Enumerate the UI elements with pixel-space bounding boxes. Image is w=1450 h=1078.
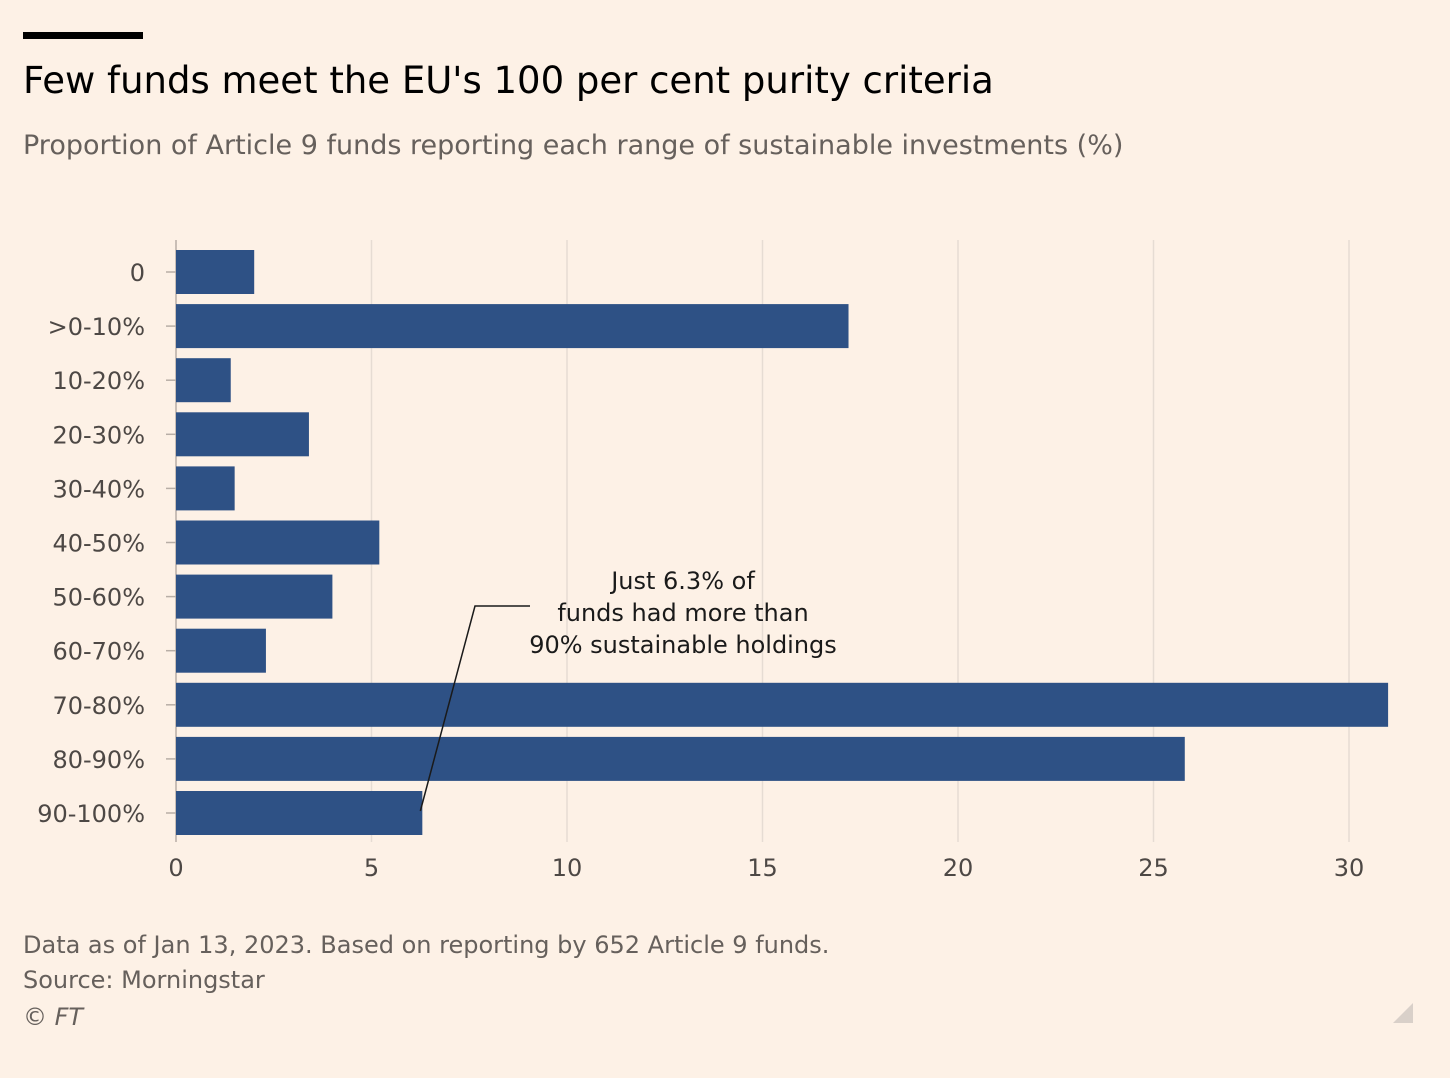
bar-10 [176, 791, 423, 835]
category-label: 90-100% [37, 800, 145, 828]
bar-4 [176, 466, 235, 511]
category-label: 30-40% [52, 475, 145, 503]
category-label: 20-30% [52, 421, 145, 449]
category-label: 50-60% [52, 584, 145, 612]
annotation: Just 6.3% of funds had more than 90% susta… [419, 567, 837, 812]
x-tick-label: 5 [364, 854, 379, 882]
category-label: 40-50% [52, 530, 145, 558]
chart-subtitle: Proportion of Article 9 funds reporting … [23, 130, 1124, 161]
category-labels: 0 >0-10% 10-20% 20-30% 30-40% 40-50% 50-60% 60-… [37, 259, 176, 828]
footer-source: Source: Morningstar [23, 966, 265, 994]
x-tick-label: 10 [552, 854, 583, 882]
category-label: >0-10% [48, 313, 145, 341]
x-tick-label: 0 [168, 854, 183, 882]
bar-3 [176, 412, 309, 457]
bars [176, 250, 1389, 835]
x-tick-label: 15 [747, 854, 778, 882]
category-label: 10-20% [52, 367, 145, 395]
category-label: 0 [130, 259, 145, 287]
footer-note: Data as of Jan 13, 2023. Based on report… [23, 931, 830, 959]
bar-2 [176, 358, 231, 403]
resize-corner-icon [1393, 1003, 1413, 1023]
footer-copyright: © FT [23, 1003, 84, 1031]
annotation-text-line: 90% sustainable holdings [529, 631, 837, 659]
bar-8 [176, 682, 1389, 727]
annotation-leader-line [419, 605, 530, 812]
annotation-text-line: Just 6.3% of [609, 567, 755, 595]
x-tick-label: 20 [943, 854, 974, 882]
bar-0 [176, 250, 255, 294]
x-tick-label: 25 [1138, 854, 1169, 882]
category-label: 60-70% [52, 638, 145, 666]
bar-6 [176, 574, 333, 619]
annotation-text-line: funds had more than [557, 599, 808, 627]
category-label: 70-80% [52, 692, 145, 720]
category-label: 80-90% [52, 746, 145, 774]
x-tick-labels: 0 5 10 15 20 25 30 [168, 854, 1364, 882]
bar-5 [176, 520, 380, 565]
bar-1 [176, 304, 849, 349]
chart-title: Few funds meet the EU's 100 per cent pur… [23, 59, 994, 102]
bar-9 [176, 736, 1185, 781]
bar-7 [176, 628, 266, 673]
title-accent-bar [23, 32, 143, 39]
x-tick-label: 30 [1334, 854, 1365, 882]
